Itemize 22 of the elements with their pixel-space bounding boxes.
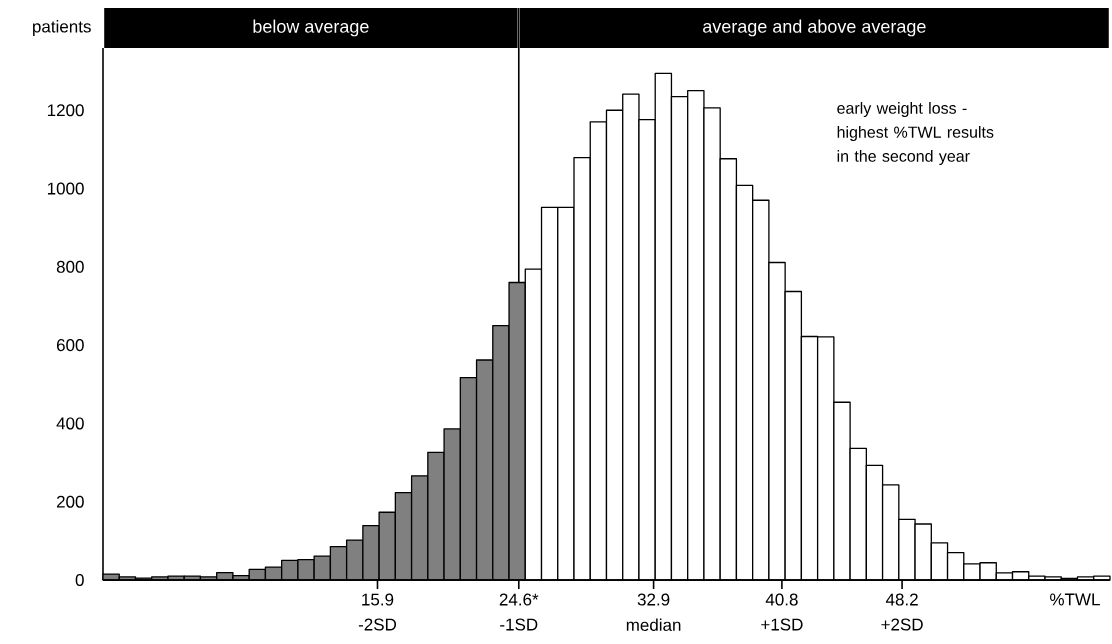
y-tick-label: 800 <box>56 260 84 273</box>
y-tick-label: 1200 <box>47 104 84 117</box>
x-tick-label: 24.6* <box>499 593 539 606</box>
text: average and above average <box>703 19 926 37</box>
text: +2SD <box>881 618 923 631</box>
text: median <box>626 618 681 632</box>
text: below average <box>253 19 369 37</box>
x-tick-label: 15.9 <box>362 593 394 606</box>
annotation: early weight loss - highest %TWL results in the second year <box>837 102 994 165</box>
y-tick-label: 0 <box>75 573 84 587</box>
text: -2SD <box>358 618 397 631</box>
y-tick-label: 400 <box>56 417 84 430</box>
y-tick-label: 600 <box>56 339 84 352</box>
x-tick-label: 40.8 <box>765 593 798 606</box>
y-tick-label: 200 <box>56 495 84 508</box>
x-tick-label: 32.9 <box>637 593 670 606</box>
text: +1SD <box>761 618 803 631</box>
x-axis-title: %TWL <box>1050 593 1100 606</box>
y-tick-label: 1000 <box>47 182 84 195</box>
y-axis-title: patients <box>33 20 91 36</box>
x-tick-label: 48.2 <box>885 593 918 606</box>
text: -1SD <box>500 618 538 631</box>
